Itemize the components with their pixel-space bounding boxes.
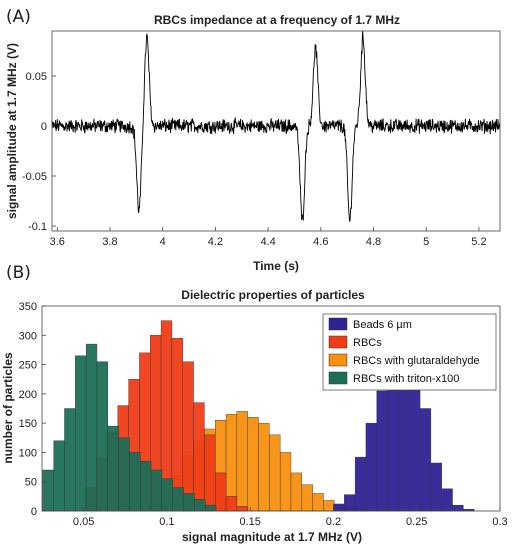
histogram-bar-beads — [365, 422, 377, 512]
histogram-bar-rbcs — [193, 402, 205, 512]
histogram-bar-beads — [344, 494, 356, 512]
chart-b-xlabel: signal magnitude at 1.7 MHz (V) — [182, 530, 362, 544]
histogram-bar-beads — [333, 503, 345, 512]
chart-b-ytick-label: 300 — [19, 330, 37, 342]
chart-b-xtick-label: 0.05 — [73, 516, 94, 528]
chart-a-ylabel: signal amplitude at 1.7 MHz (V) — [5, 43, 19, 219]
chart-b-title: Dielectric properties of particles — [181, 288, 365, 302]
chart-b-ylabel: number of particles — [1, 352, 15, 464]
chart-b-xtick-label: 0.2 — [326, 516, 341, 528]
chart-b-xtick-label: 0.25 — [406, 516, 427, 528]
histogram-bar-rbcs — [171, 338, 183, 512]
legend-label-triton: RBCs with triton-x100 — [353, 373, 459, 385]
chart-b-xtick-label: 0.3 — [492, 516, 507, 528]
legend-swatch-triton — [328, 371, 348, 385]
legend-label-glutaraldehyde: RBCs with glutaraldehyde — [353, 355, 480, 367]
histogram-bar-beads — [441, 488, 453, 512]
legend-swatch-glutaraldehyde — [328, 353, 348, 367]
histogram-bar-triton — [107, 425, 119, 512]
chart-a-xtick-label: 5.2 — [471, 236, 486, 248]
chart-a-ytick-label: 0.05 — [26, 71, 47, 83]
histogram-bar-rbcs — [215, 472, 227, 512]
histogram-bar-glutaraldehyde — [258, 422, 270, 512]
histogram-bar-triton — [183, 493, 195, 512]
chart-b-ytick-label: 350 — [19, 301, 37, 313]
chart-a-xtick-label: 5 — [423, 236, 429, 248]
histogram-bar-beads — [452, 504, 464, 512]
chart-a-xtick-label: 4 — [160, 236, 166, 248]
histogram-bar-triton — [64, 408, 76, 512]
histogram-bar-triton — [53, 440, 65, 512]
chart-b-ytick-label: 50 — [25, 477, 37, 489]
chart-b-ytick-label: 150 — [19, 418, 37, 430]
chart-b-legend: Beads 6 µm RBCs RBCs with glutaraldehyde… — [322, 313, 497, 391]
histogram-bar-glutaraldehyde — [301, 484, 313, 512]
chart-b-ytick-label: 100 — [19, 447, 37, 459]
chart-a-xtick-label: 4.6 — [313, 236, 328, 248]
chart-b-ytick-label: 250 — [19, 360, 37, 372]
chart-a-ytick-label: 0 — [41, 121, 47, 133]
histogram-bar-triton — [118, 437, 130, 512]
chart-b-ytick-label: 0 — [31, 506, 37, 518]
histogram-bar-rbcs — [225, 496, 238, 512]
histogram-bar-glutaraldehyde — [269, 434, 281, 512]
legend-swatch-rbcs — [328, 335, 348, 349]
chart-a-signal-line — [51, 30, 501, 222]
histogram-bar-rbcs — [236, 506, 248, 512]
chart-a-ytick-label: -0.1 — [28, 221, 47, 233]
histogram-bar-glutaraldehyde — [279, 452, 292, 512]
chart-a-xtick-label: 3.6 — [50, 236, 65, 248]
histogram-bar-triton — [205, 504, 217, 512]
histogram-bar-beads — [376, 390, 388, 512]
histogram-bar-triton — [129, 452, 141, 512]
chart-b-frame — [41, 305, 501, 512]
histogram-bar-glutaraldehyde — [247, 417, 259, 512]
legend-label-beads: Beads 6 µm — [353, 319, 412, 331]
histogram-bar-triton — [42, 469, 54, 512]
panel-a-letter: (A) — [6, 7, 31, 27]
legend-swatch-beads — [328, 317, 348, 331]
histogram-bar-beads — [430, 462, 442, 512]
histogram-bar-triton — [140, 461, 152, 512]
histogram-bar-glutaraldehyde — [323, 500, 335, 512]
legend-box — [322, 313, 497, 391]
histogram-bar-rbcs — [182, 361, 194, 512]
histogram-bar-glutaraldehyde — [236, 411, 248, 512]
histogram-bar-triton — [85, 343, 98, 512]
chart-a-xlabel: Time (s) — [253, 259, 299, 273]
histogram-bar-beads — [419, 408, 432, 512]
chart-a-xtick-label: 3.8 — [102, 236, 117, 248]
histogram-bar-triton — [75, 355, 87, 512]
chart-a-xtick-label: 4.2 — [208, 236, 223, 248]
chart-a-frame — [51, 30, 501, 232]
chart-a-ticks: 3.6 3.8 4 4.2 4.4 4.6 4.8 5 5.2 -0.1 -0.05 0 0.05 — [22, 71, 487, 248]
histogram-bar-glutaraldehyde — [290, 472, 303, 512]
chart-b-ytick-label: 200 — [19, 389, 37, 401]
histogram-bar-triton — [96, 361, 108, 512]
panel-b-letter: (B) — [6, 263, 31, 283]
histogram-bar-triton — [161, 478, 173, 512]
chart-a-title: RBCs impedance at a frequency of 1.7 MHz — [154, 13, 400, 27]
histogram-bar-triton — [194, 499, 206, 512]
histogram-bar-triton — [150, 469, 163, 512]
histogram-bar-rbcs — [204, 434, 216, 512]
histogram-bar-triton — [172, 487, 184, 512]
histogram-bar-beads — [354, 456, 367, 512]
chart-a-xtick-label: 4.8 — [366, 236, 381, 248]
chart-b-ticks: 0.05 0.1 0.15 0.2 0.25 0.3 0 50 100 150 200 250 300 3… — [19, 301, 508, 528]
legend-label-rbcs: RBCs — [353, 337, 382, 349]
histogram-bar-glutaraldehyde — [312, 493, 324, 512]
chart-b-bars — [42, 320, 475, 512]
chart-b-xtick-label: 0.1 — [159, 516, 174, 528]
chart-a-ytick-label: -0.05 — [22, 171, 47, 183]
chart-a-xtick-label: 4.4 — [260, 236, 275, 248]
chart-b-xtick-label: 0.15 — [239, 516, 260, 528]
